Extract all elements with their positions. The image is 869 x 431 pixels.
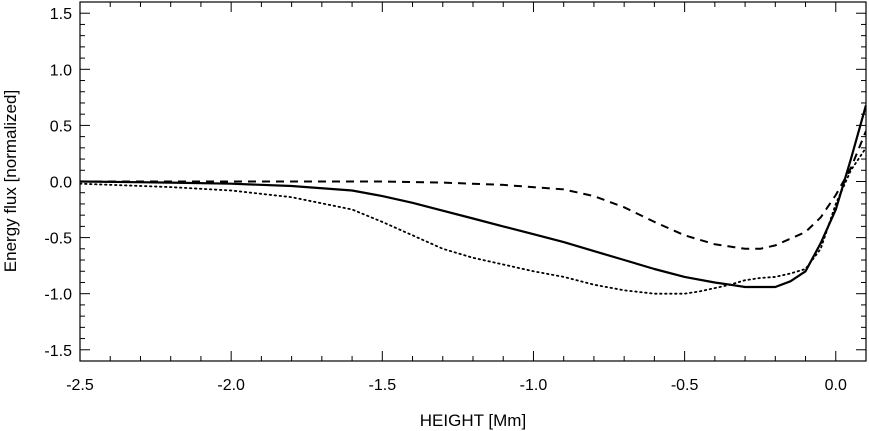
x-tick-label: -1.0 [520,377,548,394]
solid-series-line [80,104,866,289]
y-tick-label: -0.5 [44,231,72,248]
y-tick-labels: 1.5 1.0 0.5 0.0 -0.5 -1.0 -1.5 [44,6,72,360]
y-tick-label: 1.5 [50,6,72,23]
x-tick-label: -2.5 [66,377,94,394]
x-tick-label: 0.0 [825,377,847,394]
y-tick-label: 0.5 [50,118,72,135]
data-series [80,104,866,295]
x-tick-label: -1.5 [369,377,397,394]
y-axis-label: Energy flux [normalized] [1,90,20,272]
y-tick-label: 1.0 [50,62,72,79]
x-axis-label: HEIGHT [Mm] [420,411,526,430]
axis-ticks [79,1,867,362]
x-tick-labels: -2.5 -2.0 -1.5 -1.0 -0.5 0.0 [66,377,847,394]
x-tick-label: -0.5 [671,377,699,394]
dotted-series-line [80,146,866,295]
dashed-series-line [80,130,866,250]
y-tick-label: -1.0 [44,287,72,304]
x-tick-label: -2.0 [217,377,245,394]
y-tick-label: 0.0 [50,175,72,192]
y-tick-label: -1.5 [44,343,72,360]
